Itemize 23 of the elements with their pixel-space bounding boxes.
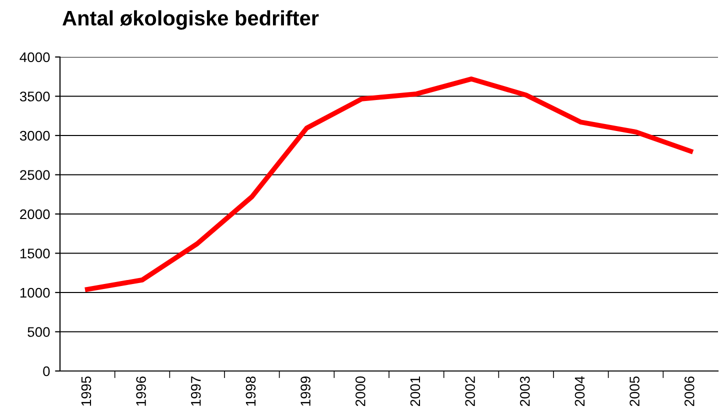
x-tick-label: 1997 bbox=[190, 376, 201, 406]
x-tick-label: 2005 bbox=[630, 376, 640, 406]
y-tick-label: 3000 bbox=[20, 130, 50, 141]
y-tick-label: 4000 bbox=[20, 52, 50, 62]
x-tick-label: 2002 bbox=[465, 376, 475, 406]
x-tick-label: 2004 bbox=[574, 376, 585, 406]
x-tick-label: 2006 bbox=[684, 376, 694, 406]
chart-title: Antal økologiske bedrifter bbox=[62, 10, 319, 30]
x-tick-label: 1996 bbox=[136, 376, 146, 406]
y-tick-label: 1500 bbox=[20, 248, 50, 258]
y-tick-label: 0 bbox=[43, 366, 50, 376]
y-tick-label: 3500 bbox=[20, 92, 50, 102]
y-tick-label: 2500 bbox=[20, 170, 50, 180]
x-tick-label: 1999 bbox=[300, 376, 310, 406]
x-tick-label: 1998 bbox=[246, 376, 256, 406]
y-tick-label: 500 bbox=[28, 327, 50, 337]
line-series bbox=[84, 76, 694, 292]
x-tick-label: 2000 bbox=[355, 376, 366, 406]
x-tick-label: 2003 bbox=[520, 376, 530, 406]
x-tick-label: 1995 bbox=[81, 376, 92, 406]
x-tick-label: 2001 bbox=[410, 376, 420, 406]
y-tick-label: 2000 bbox=[20, 209, 50, 220]
y-tick-label: 1000 bbox=[20, 288, 50, 298]
